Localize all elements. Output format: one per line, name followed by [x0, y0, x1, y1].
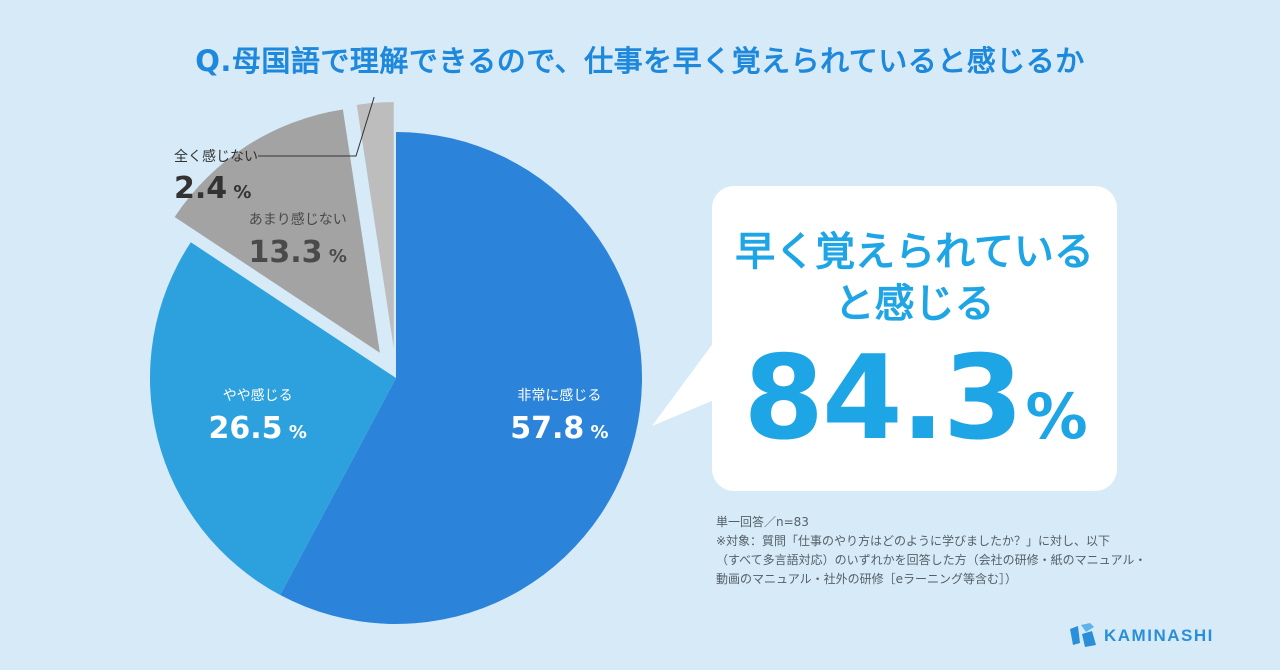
- callout-line1: 早く覚えられている: [735, 229, 1094, 275]
- slice-value-strongly-disagree: 2.4 %: [174, 171, 251, 206]
- callout-tail: [652, 342, 714, 426]
- pie-slice-strongly-agree: [280, 132, 642, 624]
- pie-slice-somewhat-agree: [149, 242, 396, 596]
- summary-callout: [712, 186, 1117, 491]
- note-line: 単一回答／n=83: [716, 515, 809, 529]
- note-line: ※対象：質問「仕事のやり方はどのように学びましたか？」に対し、以下: [716, 534, 1111, 548]
- logo-text: KAMINASHI: [1104, 626, 1214, 645]
- note-line: （すべて多言語対応）のいずれかを回答した方（会社の研修・紙のマニュアル・: [716, 553, 1147, 567]
- callout-total-value: 84.3%: [712, 334, 1117, 482]
- chart-title: Q.母国語で理解できるので、仕事を早く覚えられていると感じるか: [195, 44, 1085, 78]
- slice-label-strongly-disagree: 全く感じない: [174, 148, 258, 165]
- callout-headline: 早く覚えられている と感じる: [712, 226, 1117, 330]
- pie-slice-somewhat-disagree: [174, 109, 380, 353]
- note-line: 動画のマニュアル・社外の研修［eラーニング等含む］）: [716, 572, 1018, 586]
- slice-value-somewhat-disagree: 13.3 %: [249, 235, 347, 270]
- pie-slice-strongly-disagree: [356, 102, 394, 349]
- leader-line: [258, 96, 375, 157]
- callout-value: 84.3: [743, 331, 1023, 466]
- slice-label-somewhat-agree: やや感じる: [223, 387, 293, 404]
- slice-label-strongly-agree: 非常に感じる: [517, 387, 601, 404]
- slice-label-somewhat-disagree: あまり感じない: [249, 211, 347, 228]
- survey-note: 単一回答／n=83 ※対象：質問「仕事のやり方はどのように学びましたか？」に対し…: [716, 513, 1236, 589]
- callout-line2: と感じる: [834, 281, 995, 327]
- slice-value-strongly-agree: 57.8 %: [510, 411, 608, 446]
- callout-unit: %: [1025, 380, 1088, 453]
- logo-mark-icon: [1070, 623, 1096, 647]
- slice-value-somewhat-agree: 26.5 %: [209, 411, 307, 446]
- kaminashi-logo: KAMINASHI: [1068, 622, 1214, 650]
